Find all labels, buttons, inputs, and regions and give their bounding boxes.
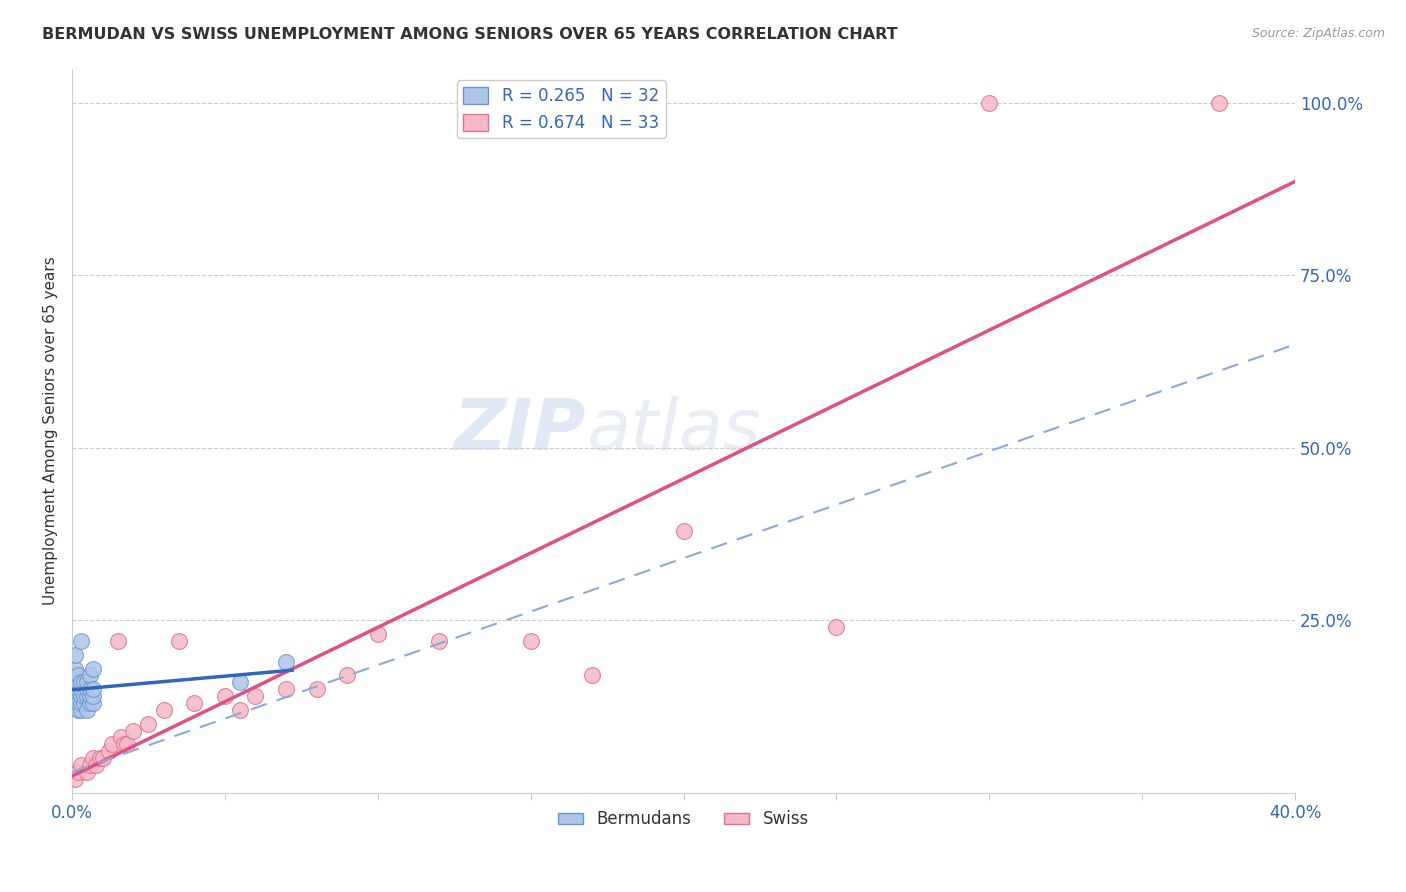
- Point: [70, 689, 93, 703]
- Point: [82, 696, 104, 710]
- Point: [76, 764, 98, 779]
- Point: [70, 703, 93, 717]
- Point: [91, 751, 114, 765]
- Point: [183, 696, 205, 710]
- Point: [245, 689, 267, 703]
- Point: [274, 655, 297, 669]
- Text: ZIP: ZIP: [453, 396, 586, 465]
- Point: [110, 731, 132, 745]
- Point: [67, 764, 90, 779]
- Point: [79, 696, 101, 710]
- Point: [63, 689, 86, 703]
- Point: [581, 668, 603, 682]
- Point: [73, 696, 96, 710]
- Point: [79, 689, 101, 703]
- Point: [76, 682, 98, 697]
- Point: [305, 682, 328, 697]
- Point: [86, 758, 108, 772]
- Legend: Bermudans, Swiss: Bermudans, Swiss: [551, 804, 815, 835]
- Point: [76, 675, 98, 690]
- Point: [979, 95, 1001, 110]
- Point: [70, 758, 93, 772]
- Point: [70, 675, 93, 690]
- Point: [152, 703, 174, 717]
- Point: [367, 627, 389, 641]
- Point: [63, 661, 86, 675]
- Point: [1208, 95, 1230, 110]
- Point: [63, 648, 86, 662]
- Point: [112, 738, 135, 752]
- Point: [73, 675, 96, 690]
- Point: [70, 696, 93, 710]
- Point: [427, 634, 450, 648]
- Point: [122, 723, 145, 738]
- Point: [63, 772, 86, 786]
- Point: [82, 751, 104, 765]
- Point: [82, 689, 104, 703]
- Point: [79, 668, 101, 682]
- Point: [115, 738, 138, 752]
- Point: [672, 524, 695, 538]
- Point: [76, 689, 98, 703]
- Point: [79, 758, 101, 772]
- Point: [229, 675, 252, 690]
- Point: [63, 675, 86, 690]
- Point: [100, 738, 122, 752]
- Point: [73, 689, 96, 703]
- Point: [70, 634, 93, 648]
- Point: [167, 634, 190, 648]
- Point: [82, 682, 104, 697]
- Point: [79, 682, 101, 697]
- Point: [76, 703, 98, 717]
- Point: [89, 751, 111, 765]
- Point: [82, 661, 104, 675]
- Point: [229, 703, 252, 717]
- Point: [97, 744, 120, 758]
- Text: atlas: atlas: [586, 396, 761, 465]
- Point: [274, 682, 297, 697]
- Text: BERMUDAN VS SWISS UNEMPLOYMENT AMONG SENIORS OVER 65 YEARS CORRELATION CHART: BERMUDAN VS SWISS UNEMPLOYMENT AMONG SEN…: [42, 27, 898, 42]
- Point: [519, 634, 541, 648]
- Point: [67, 668, 90, 682]
- Point: [67, 675, 90, 690]
- Point: [70, 682, 93, 697]
- Point: [138, 716, 160, 731]
- Point: [107, 634, 129, 648]
- Point: [336, 668, 359, 682]
- Point: [67, 703, 90, 717]
- Point: [214, 689, 236, 703]
- Point: [825, 620, 848, 634]
- Point: [67, 696, 90, 710]
- Y-axis label: Unemployment Among Seniors over 65 years: Unemployment Among Seniors over 65 years: [44, 256, 58, 605]
- Point: [67, 682, 90, 697]
- Text: Source: ZipAtlas.com: Source: ZipAtlas.com: [1251, 27, 1385, 40]
